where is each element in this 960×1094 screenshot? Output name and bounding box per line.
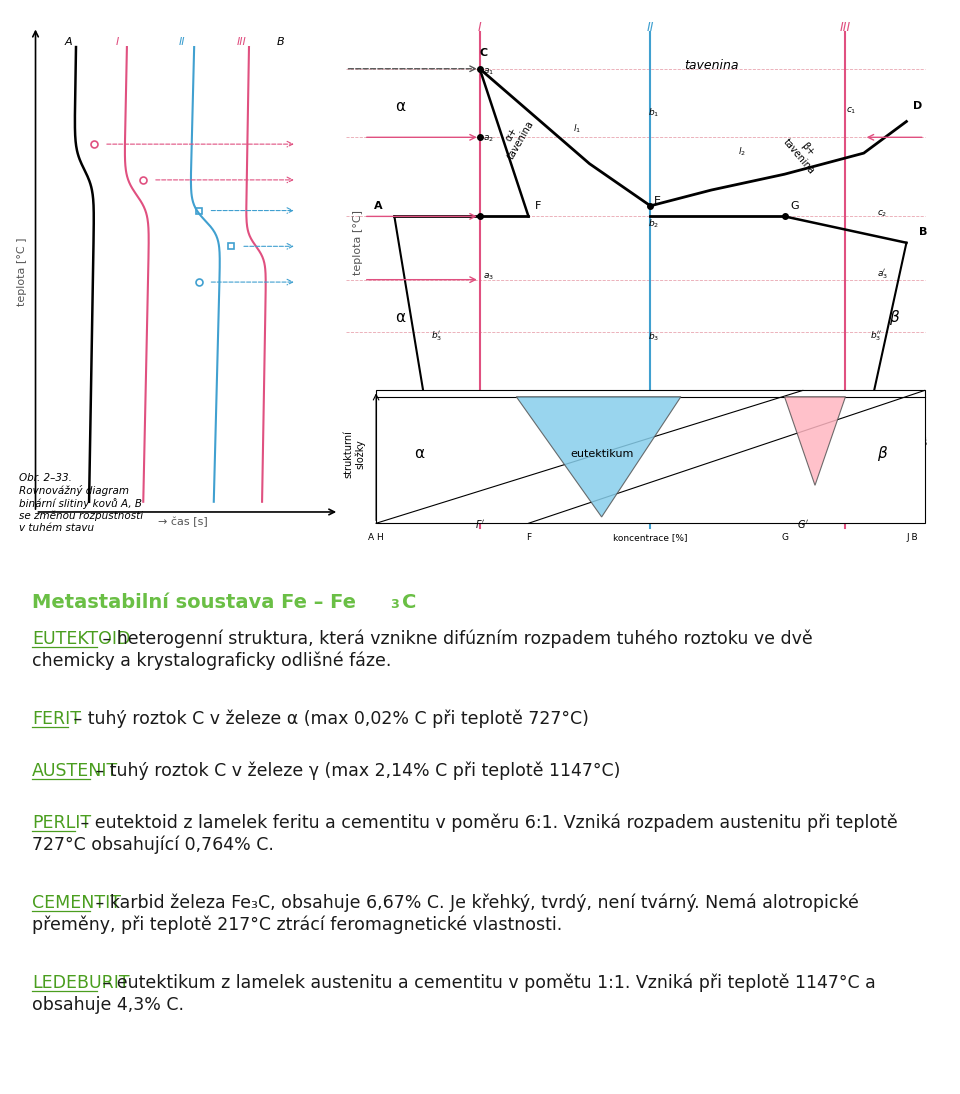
Text: C: C: [402, 593, 417, 612]
Text: $G'$: $G'$: [797, 519, 809, 529]
Text: EUTEKTOID: EUTEKTOID: [32, 630, 131, 648]
Text: α+
tavenina: α+ tavenina: [496, 114, 537, 161]
Text: → čas [s]: → čas [s]: [157, 516, 207, 527]
Text: tavenina: tavenina: [684, 59, 738, 72]
Text: G: G: [791, 201, 800, 211]
Text: G: G: [781, 533, 788, 542]
Text: 3: 3: [390, 598, 398, 612]
Text: $a_2$: $a_2$: [484, 133, 494, 143]
Polygon shape: [784, 397, 846, 486]
Text: C: C: [480, 48, 488, 58]
Text: $b_3''$: $b_3''$: [870, 329, 882, 342]
Text: A: A: [373, 201, 382, 211]
Text: II: II: [647, 21, 654, 34]
Text: A: A: [388, 439, 396, 449]
Text: koncentrace [%]: koncentrace [%]: [613, 533, 687, 542]
Text: $G_1$: $G_1$: [772, 418, 784, 430]
Text: teplota [°C]: teplota [°C]: [352, 210, 363, 276]
Text: $F'$: $F'$: [474, 519, 485, 529]
Text: LEDEBURIT: LEDEBURIT: [32, 974, 130, 992]
Text: AUSTENIT: AUSTENIT: [32, 763, 118, 780]
Text: $a_1$: $a_1$: [483, 66, 494, 77]
Text: B: B: [276, 37, 284, 47]
Text: D: D: [913, 101, 922, 110]
Text: F: F: [535, 201, 540, 211]
Text: přeměny, při teplotě 217°C ztrácí feromagnetické vlastnosti.: přeměny, při teplotě 217°C ztrácí feroma…: [32, 916, 563, 934]
Text: CEMENTIT: CEMENTIT: [32, 894, 121, 912]
Text: $b_2$: $b_2$: [648, 217, 659, 230]
Text: J B: J B: [906, 533, 919, 542]
Text: A H: A H: [369, 533, 384, 542]
Text: 727°C obsahující 0,764% C.: 727°C obsahující 0,764% C.: [32, 836, 274, 854]
Text: $A_1$: $A_1$: [382, 418, 395, 430]
Text: J: J: [828, 422, 830, 432]
Text: $a_3'$: $a_3'$: [876, 267, 888, 281]
Text: – eutektoid z lamelek feritu a cementitu v poměru 6:1. Vzniká rozpadem austenitu: – eutektoid z lamelek feritu a cementitu…: [75, 814, 898, 833]
Text: H: H: [419, 422, 427, 432]
Text: FERIT: FERIT: [32, 710, 81, 728]
Text: – tuhý roztok C v železe α (max 0,02% C při teplotě 727°C): – tuhý roztok C v železe α (max 0,02% C …: [68, 710, 588, 729]
Text: $F_1$: $F_1$: [523, 418, 534, 430]
Text: I: I: [115, 37, 119, 47]
Text: I: I: [478, 21, 482, 34]
Text: $B_1$: $B_1$: [913, 418, 924, 430]
Text: $a_3$: $a_3$: [483, 271, 494, 282]
Text: – karbid železa Fe₃C, obsahuje 6,67% C. Je křehký, tvrdý, není tvárný. Nemá alot: – karbid železa Fe₃C, obsahuje 6,67% C. …: [89, 894, 858, 912]
Text: chemicky a krystalograficky odlišné fáze.: chemicky a krystalograficky odlišné fáze…: [32, 652, 392, 671]
Text: β: β: [877, 446, 887, 462]
Text: – eutektikum z lamelek austenitu a cementitu v pomětu 1:1. Vzniká při teplotě 11: – eutektikum z lamelek austenitu a cemen…: [97, 974, 876, 992]
Text: $b_3$: $b_3$: [648, 330, 660, 342]
Text: Obr. 2–33.
Rovnovážný diagram
binární slitiny kovů A, B
se změnou rozpustnosti
v: Obr. 2–33. Rovnovážný diagram binární sl…: [19, 474, 143, 533]
Text: II: II: [180, 37, 185, 47]
Text: $b_3'$: $b_3'$: [431, 329, 443, 342]
Text: A: A: [64, 37, 72, 47]
Text: $b_1$: $b_1$: [648, 106, 660, 119]
Text: eutektikum: eutektikum: [570, 449, 634, 458]
Text: $l_1$: $l_1$: [573, 123, 581, 135]
Text: $E_1$: $E_1$: [645, 418, 656, 430]
Text: – tuhý roztok C v železe γ (max 2,14% C při teplotě 1147°C): – tuhý roztok C v železe γ (max 2,14% C …: [89, 763, 620, 780]
Text: obsahuje 4,3% C.: obsahuje 4,3% C.: [32, 996, 184, 1014]
Text: E: E: [654, 196, 660, 206]
Text: $J_1$: $J_1$: [819, 430, 828, 443]
Text: Metastabilní soustava Fe – Fe: Metastabilní soustava Fe – Fe: [32, 593, 356, 612]
Text: III: III: [840, 21, 852, 34]
Bar: [376, 391, 924, 523]
Text: α: α: [396, 310, 405, 325]
Text: B: B: [919, 228, 927, 237]
Text: B: B: [919, 439, 927, 449]
Text: PERLIT: PERLIT: [32, 814, 91, 833]
Text: α: α: [414, 446, 423, 462]
Text: $a_4$: $a_4$: [456, 419, 467, 430]
Text: β: β: [889, 310, 900, 325]
Text: $l_2$: $l_2$: [738, 146, 746, 159]
Text: α: α: [396, 98, 405, 114]
Text: F: F: [526, 533, 531, 542]
Text: $c_1$: $c_1$: [847, 106, 856, 116]
Text: $c_2$: $c_2$: [876, 209, 887, 219]
Text: – heterogenní struktura, která vznikne difúzním rozpadem tuhého roztoku ve dvě: – heterogenní struktura, která vznikne d…: [97, 630, 812, 649]
Text: teplota [°C ]: teplota [°C ]: [17, 237, 28, 306]
Text: strukturní
složky: strukturní složky: [344, 430, 366, 478]
Text: III: III: [236, 37, 246, 47]
Polygon shape: [516, 397, 681, 517]
Text: $H_1$: $H_1$: [419, 439, 431, 451]
Text: β+
tavenina: β+ tavenina: [780, 130, 825, 176]
